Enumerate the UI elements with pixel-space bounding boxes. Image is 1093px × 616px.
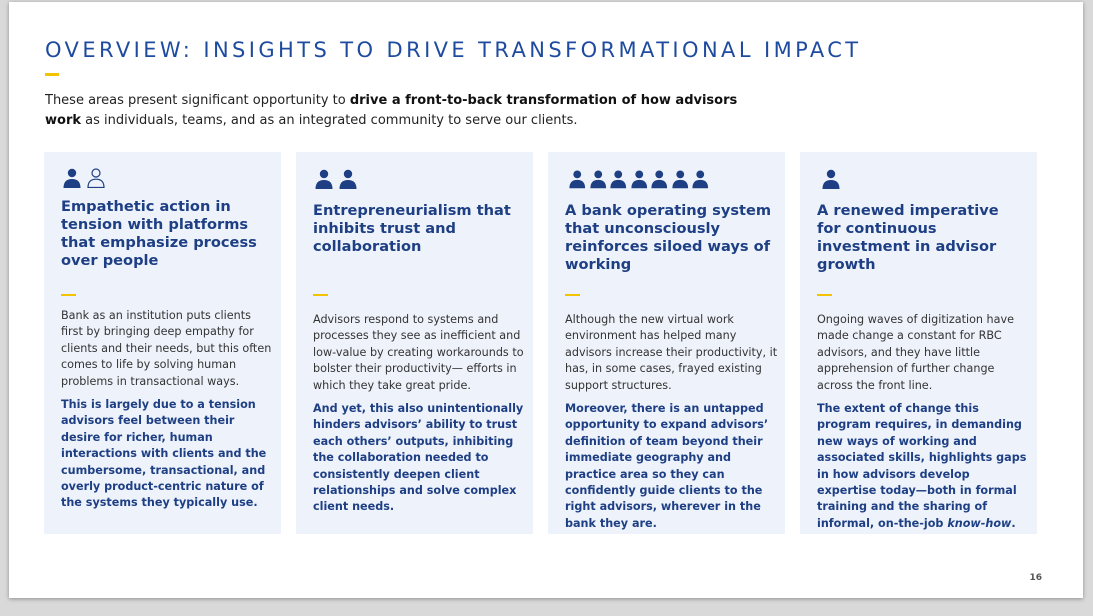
card-icons <box>821 169 841 189</box>
insight-card-empathy: Empathetic action in tension with platfo… <box>44 152 281 534</box>
card-emphasis-end: . <box>1011 516 1016 530</box>
card-emphasis: Moreover, there is an untapped opportuni… <box>565 401 779 532</box>
card-body: Ongoing waves of digitization have made … <box>817 313 1015 392</box>
insight-card-operating-system: A bank operating system that unconscious… <box>548 152 785 534</box>
card-heading: A renewed imperative for continuous inve… <box>817 202 999 273</box>
person-filled-icon <box>630 170 647 189</box>
person-filled-icon <box>339 169 357 189</box>
card-heading: Entrepreneurialism that inhibits trust a… <box>313 202 511 255</box>
card-accent-bar <box>313 294 328 296</box>
person-filled-icon <box>63 168 81 188</box>
card-heading: Empathetic action in tension with platfo… <box>61 198 257 269</box>
card-body: Advisors respond to systems and processe… <box>313 313 524 392</box>
intro-bold: drive a front-to-back transformation of … <box>45 93 738 128</box>
card-emphasis-text: And yet, this also unintentionally hinde… <box>313 402 524 514</box>
person-filled-icon <box>671 170 688 189</box>
intro-text: These areas present significant opportun… <box>45 91 765 131</box>
person-filled-icon <box>651 170 668 189</box>
card-accent-bar <box>817 294 832 296</box>
intro-pre: These areas present significant opportun… <box>45 93 350 108</box>
card-emphasis-italic: know-how <box>947 516 1012 530</box>
person-filled-icon <box>822 169 840 189</box>
card-accent-bar <box>565 294 580 296</box>
card-emphasis-text: Moreover, there is an untapped opportuni… <box>565 402 769 530</box>
card-emphasis: And yet, this also unintentionally hinde… <box>313 401 527 516</box>
person-filled-icon <box>569 170 586 189</box>
person-filled-icon <box>589 170 606 189</box>
page-title: OVERVIEW: INSIGHTS TO DRIVE TRANSFORMATI… <box>45 38 862 62</box>
card-icons <box>314 169 358 189</box>
card-emphasis-text: This is largely due to a tension advisor… <box>61 398 267 510</box>
person-filled-icon <box>692 170 709 189</box>
person-filled-icon <box>610 170 627 189</box>
insight-card-entrepreneurialism: Entrepreneurialism that inhibits trust a… <box>296 152 533 534</box>
card-icons <box>62 168 106 188</box>
intro-post: as individuals, teams, and as an integra… <box>81 113 578 128</box>
card-accent-bar <box>61 294 76 296</box>
card-heading: A bank operating system that unconscious… <box>565 202 772 273</box>
person-outline-icon <box>87 168 105 188</box>
insight-card-advisor-growth: A renewed imperative for continuous inve… <box>800 152 1037 534</box>
slide: OVERVIEW: INSIGHTS TO DRIVE TRANSFORMATI… <box>9 2 1083 598</box>
card-body: Bank as an institution puts clients firs… <box>61 309 272 388</box>
card-icons <box>568 169 710 189</box>
person-filled-icon <box>315 169 333 189</box>
card-body: Although the new virtual work environmen… <box>565 313 778 392</box>
title-accent-bar <box>45 73 59 76</box>
card-emphasis: This is largely due to a tension advisor… <box>61 397 275 512</box>
card-emphasis-text: The extent of change this program requir… <box>817 402 1027 530</box>
card-emphasis: The extent of change this program requir… <box>817 401 1031 532</box>
page-number: 16 <box>1029 573 1042 583</box>
